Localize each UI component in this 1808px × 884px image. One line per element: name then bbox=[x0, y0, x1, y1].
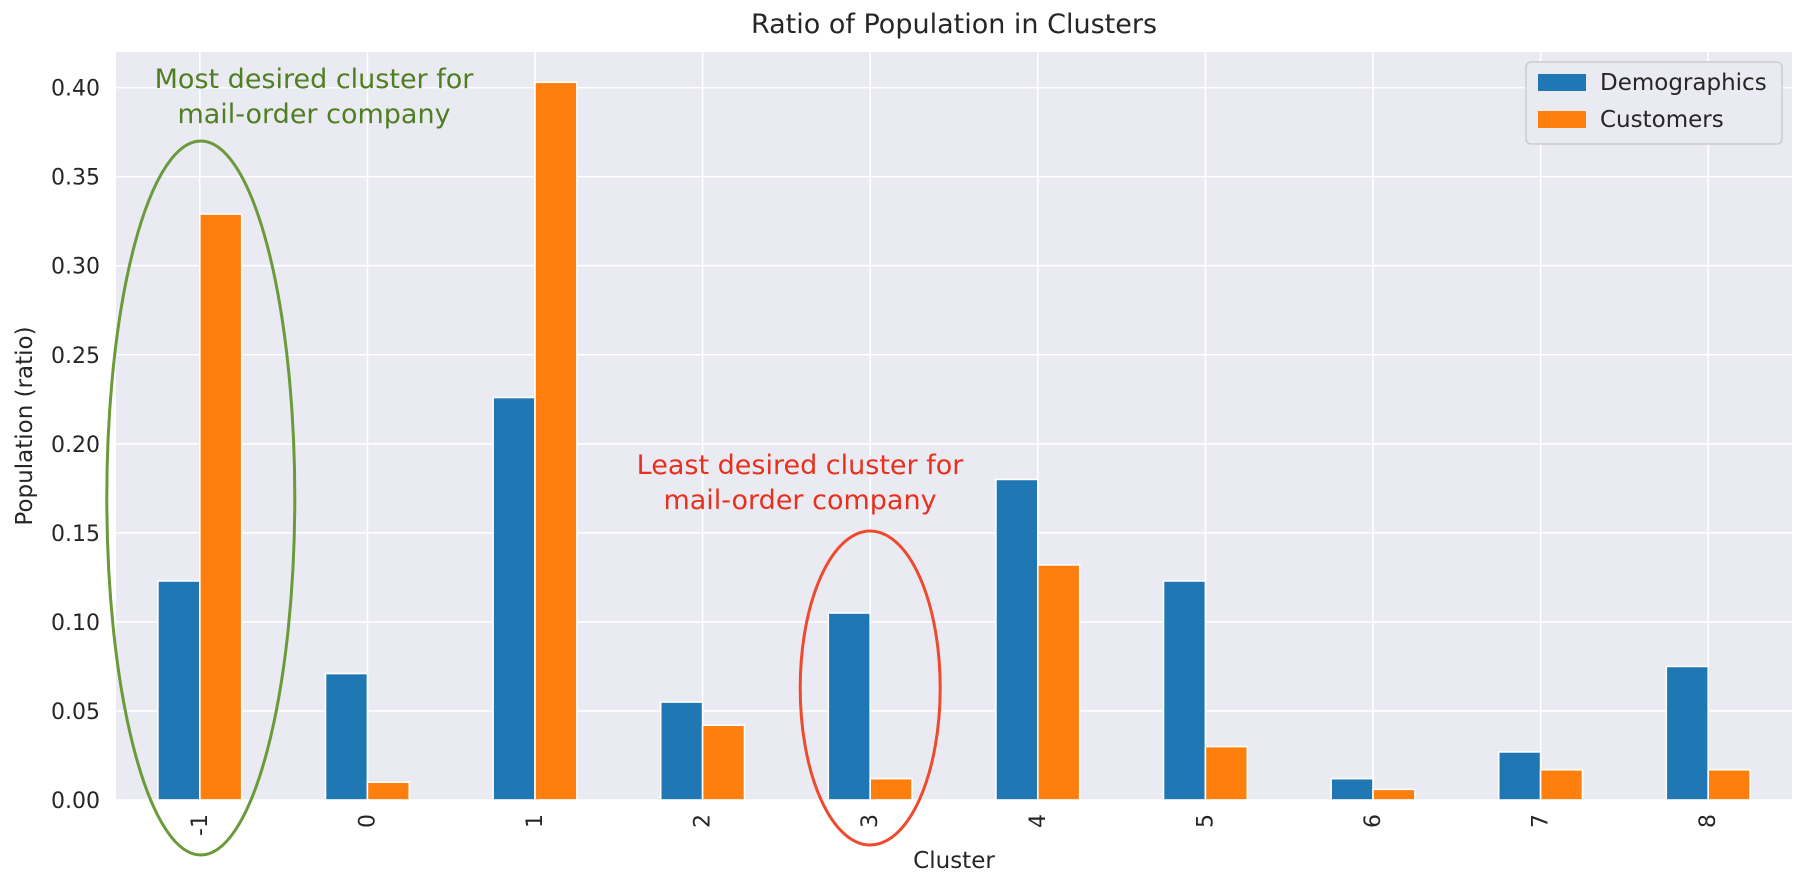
bar-demographics bbox=[1497, 751, 1542, 801]
annotation-text-least: Least desired cluster for bbox=[637, 450, 965, 481]
x-tick-label: 6 bbox=[1361, 814, 1386, 828]
y-axis-ticks: 0.00 0.05 0.10 0.15 0.20 0.25 0.30 0.35 0.40 bbox=[51, 77, 100, 814]
legend-label-customers: Customers bbox=[1600, 107, 1724, 133]
x-tick-label: 5 bbox=[1193, 814, 1218, 828]
x-tick-label: 8 bbox=[1696, 814, 1721, 828]
x-tick-label: -1 bbox=[188, 814, 213, 836]
bar-customers bbox=[701, 724, 746, 801]
bar-demographics bbox=[492, 396, 536, 801]
x-axis-title: Cluster bbox=[913, 848, 995, 874]
x-tick-label: 1 bbox=[523, 814, 548, 828]
x-axis-ticks: -1 0 1 2 3 4 5 6 7 8 bbox=[188, 814, 1721, 836]
x-tick-label: 3 bbox=[858, 814, 883, 828]
y-tick-label: 0.30 bbox=[51, 255, 100, 280]
annotation-text-most: Most desired cluster for bbox=[155, 64, 475, 95]
y-tick-label: 0.25 bbox=[51, 344, 100, 369]
annotation-ring-least bbox=[798, 529, 942, 847]
annotation-text-least: mail-order company bbox=[663, 485, 936, 516]
bar-customers bbox=[199, 213, 243, 801]
bar-customers bbox=[1037, 564, 1081, 801]
bar-demographics bbox=[827, 612, 871, 801]
bar-demographics bbox=[157, 580, 201, 801]
bar-demographics bbox=[995, 478, 1039, 801]
y-tick-label: 0.10 bbox=[51, 611, 100, 636]
legend-swatch-demographics bbox=[1538, 74, 1586, 91]
x-tick-label: 0 bbox=[355, 814, 380, 828]
bar-demographics bbox=[1162, 580, 1207, 801]
y-tick-label: 0.15 bbox=[51, 522, 100, 547]
y-axis-title: Population (ratio) bbox=[12, 326, 38, 525]
chart-title: Ratio of Population in Clusters bbox=[751, 9, 1157, 40]
bar-demographics bbox=[1665, 665, 1710, 801]
y-tick-label: 0.40 bbox=[51, 77, 100, 102]
y-tick-label: 0.05 bbox=[51, 700, 100, 725]
legend-box bbox=[1525, 61, 1783, 145]
y-tick-label: 0.35 bbox=[51, 166, 100, 191]
bar-demographics bbox=[1330, 777, 1374, 801]
annotation-ring-most bbox=[105, 139, 297, 857]
y-tick-label: 0.00 bbox=[51, 789, 100, 814]
legend-label-demographics: Demographics bbox=[1600, 70, 1767, 96]
bars bbox=[157, 81, 1751, 801]
legend: Demographics Customers bbox=[1525, 61, 1783, 145]
legend-swatch-customers bbox=[1538, 111, 1586, 128]
bar-demographics bbox=[659, 701, 704, 801]
bar-customers bbox=[534, 81, 578, 801]
y-tick-label: 0.20 bbox=[51, 433, 100, 458]
annotation-text-most: mail-order company bbox=[177, 99, 450, 130]
x-tick-label: 7 bbox=[1529, 814, 1554, 828]
bar-customers bbox=[869, 777, 913, 801]
bar-demographics bbox=[324, 672, 369, 801]
bar-customers bbox=[1204, 745, 1249, 801]
bar-customers bbox=[1539, 768, 1584, 801]
x-tick-label: 2 bbox=[691, 814, 716, 828]
bar-customers bbox=[1372, 788, 1416, 801]
x-tick-label: 4 bbox=[1026, 814, 1051, 828]
annotations: Most desired cluster for mail-order compa… bbox=[105, 64, 965, 857]
bar-customers bbox=[366, 781, 411, 801]
bar-customers bbox=[1707, 768, 1751, 801]
